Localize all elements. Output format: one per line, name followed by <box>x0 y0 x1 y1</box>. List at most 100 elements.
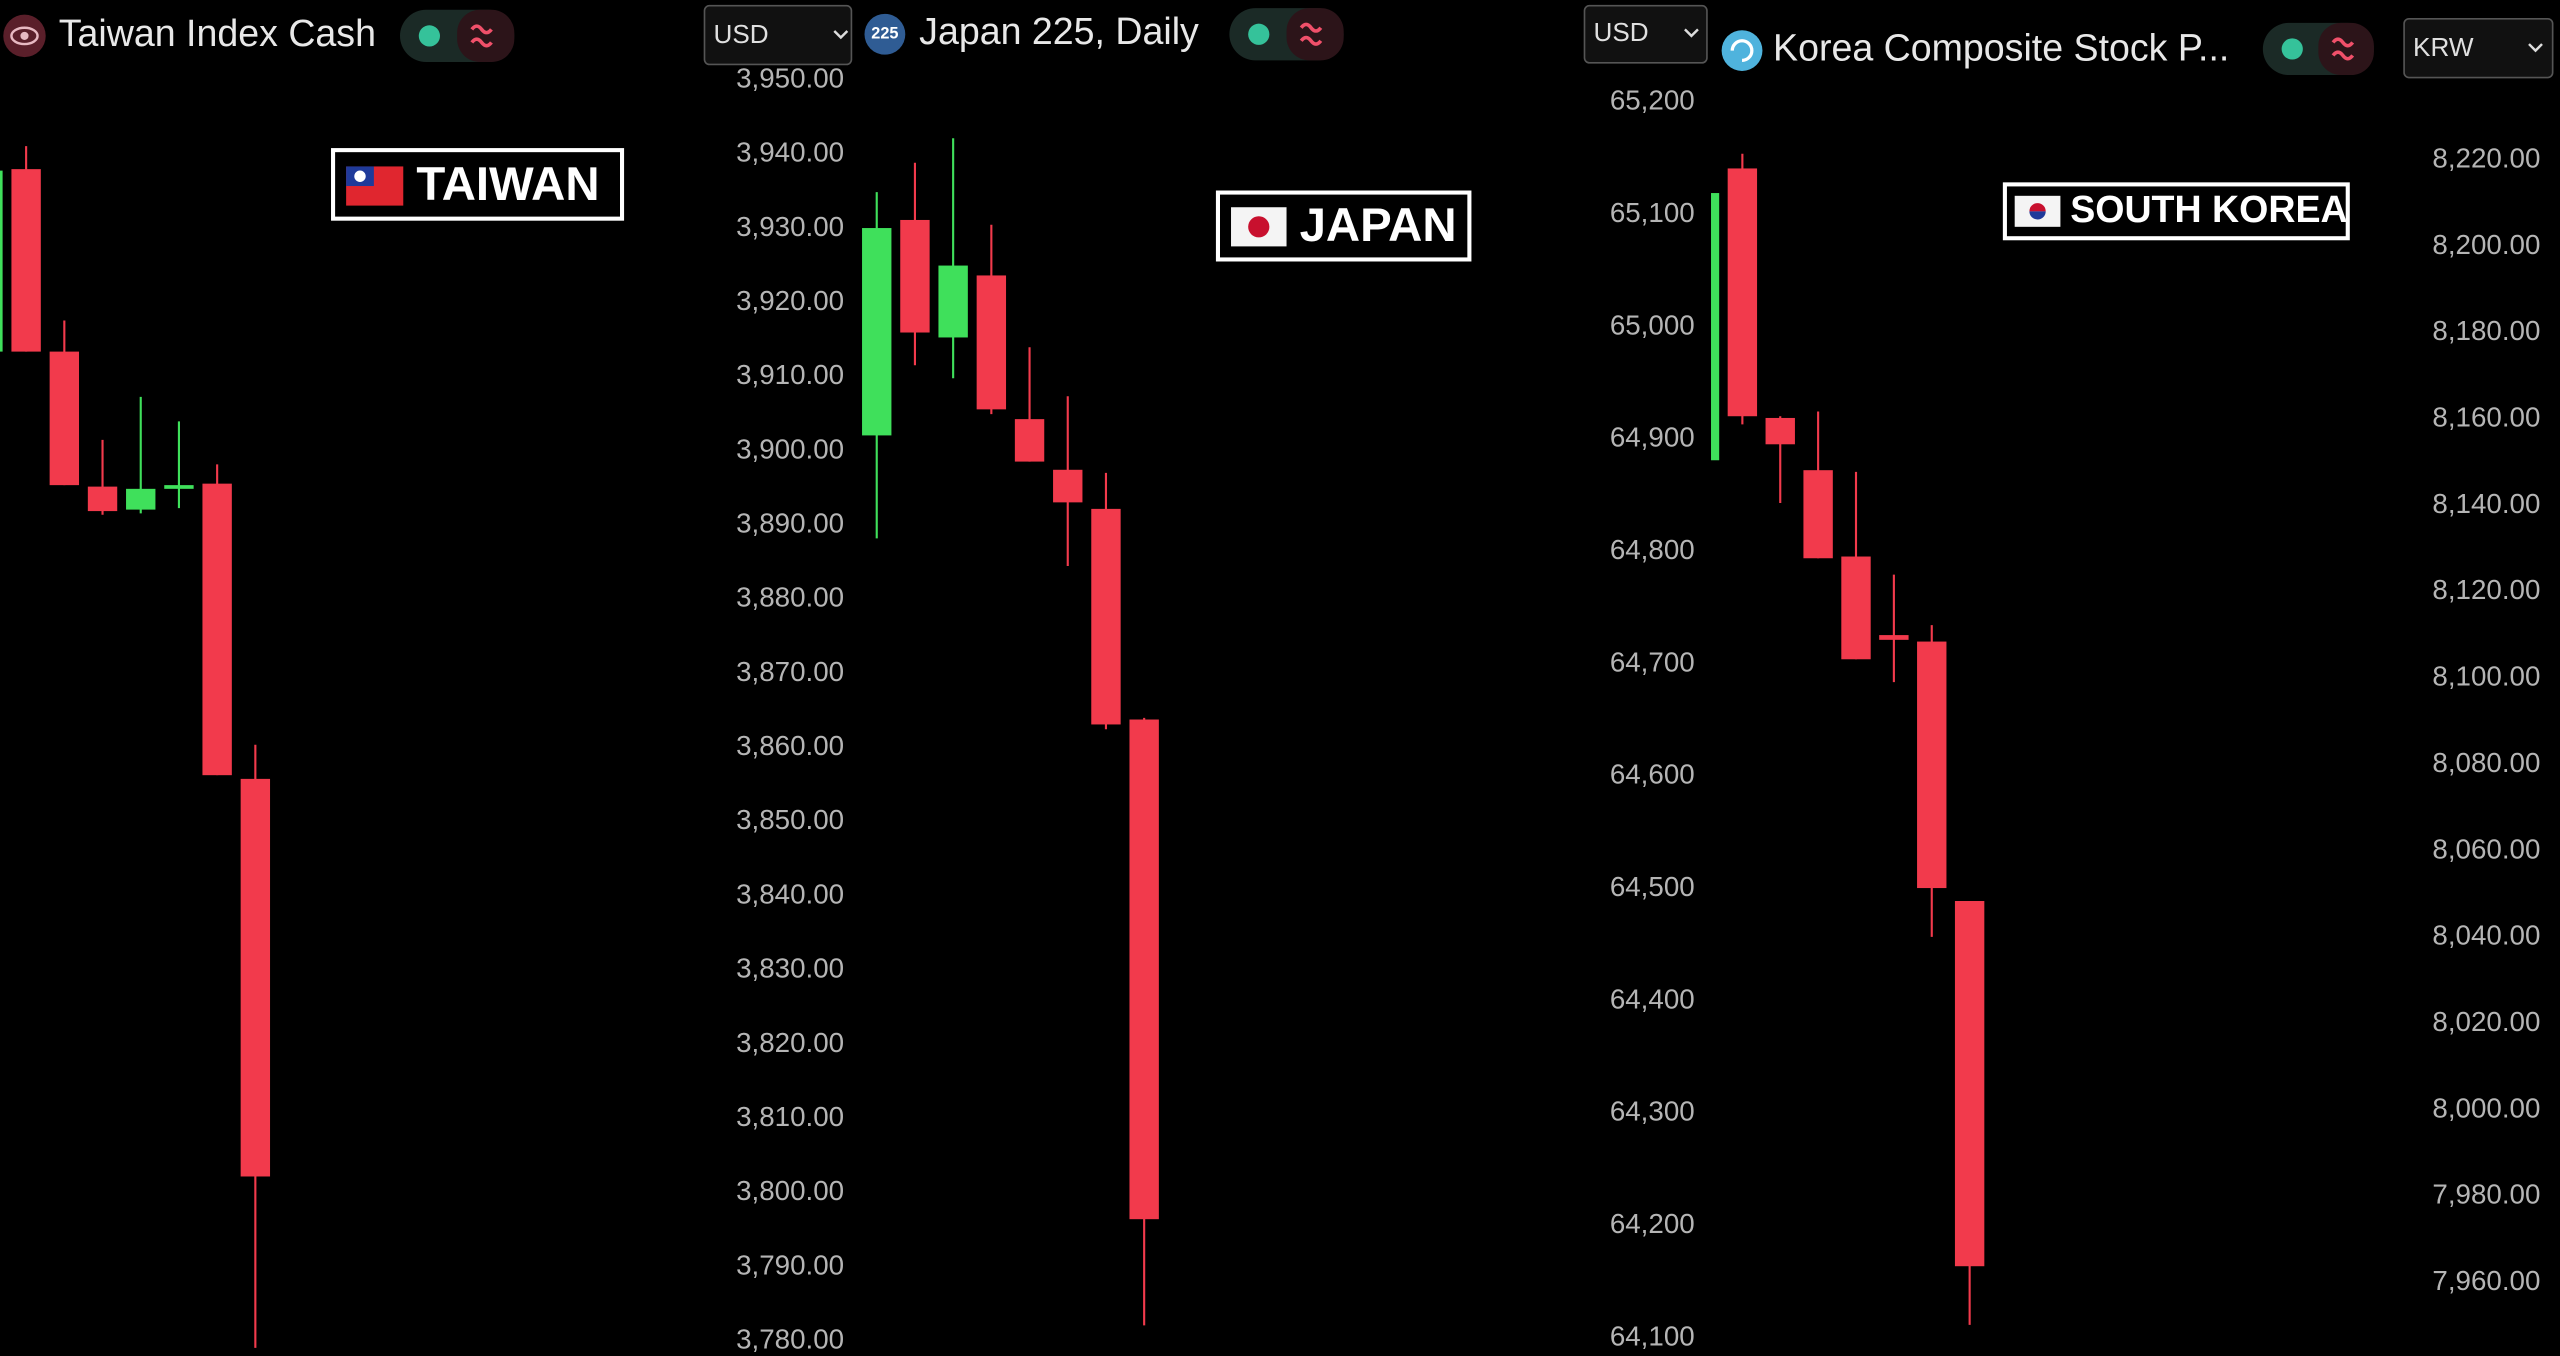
currency-select[interactable] <box>2403 17 2554 79</box>
symbol-glyph <box>1730 39 1754 63</box>
symbol-icon <box>864 13 906 55</box>
approx-icon <box>470 24 493 48</box>
candle-body <box>0 170 3 352</box>
y-tick-label: 3,780.00 <box>736 1323 844 1354</box>
y-tick-label: 64,200 <box>1610 1208 1695 1239</box>
toggle-right[interactable] <box>2318 22 2374 76</box>
y-tick-label: 3,920.00 <box>736 285 844 316</box>
plot-area <box>0 146 271 1348</box>
y-tick-label: 8,220.00 <box>2432 143 2540 174</box>
y-axis: 64,100 64,200 64,300 64,400 64,500 64,600 64,7… <box>1610 85 1695 1352</box>
y-tick-label: 3,930.00 <box>736 211 844 242</box>
y-axis: 3,780.00 3,790.00 3,800.00 3,810.00 3,820.00… <box>736 62 844 1354</box>
y-tick-label: 3,810.00 <box>736 1101 844 1132</box>
y-tick-label: 8,000.00 <box>2432 1092 2540 1123</box>
flag-taegeuk-bottom <box>2029 211 2046 220</box>
y-tick-label: 64,400 <box>1610 983 1695 1014</box>
y-tick-label: 8,200.00 <box>2432 229 2540 260</box>
y-tick-label: 64,700 <box>1610 646 1695 677</box>
candle-body <box>900 219 930 333</box>
badge-label: SOUTH KOREA <box>2070 188 2347 230</box>
y-tick-label: 3,790.00 <box>736 1249 844 1280</box>
candle-body <box>1917 641 1947 889</box>
eye-icon <box>10 26 39 46</box>
candle-body <box>1014 419 1045 462</box>
plot-area <box>862 138 1159 1326</box>
y-tick-label: 3,890.00 <box>736 508 844 539</box>
toggle-right[interactable] <box>1286 8 1344 61</box>
candle-body <box>1803 470 1833 559</box>
y-tick-label: 8,120.00 <box>2432 574 2540 605</box>
y-tick-label: 8,040.00 <box>2432 920 2540 951</box>
header: Korea Composite Stock P... KRW SOUTH KOR… <box>1721 17 2554 241</box>
badge-box <box>2002 182 2350 241</box>
y-tick-label: 3,870.00 <box>736 656 844 687</box>
y-tick-label: 7,980.00 <box>2432 1179 2540 1210</box>
chevron <box>1684 28 1699 38</box>
y-tick-label: 3,820.00 <box>736 1027 844 1058</box>
y-tick-label: 7,960.00 <box>2432 1265 2540 1296</box>
y-tick-label: 3,800.00 <box>736 1175 844 1206</box>
candle-body <box>1879 635 1909 640</box>
y-tick-label: 3,940.00 <box>736 137 844 168</box>
candle-body <box>1841 556 1871 660</box>
candle-body <box>1129 719 1159 1220</box>
currency: KRW <box>2413 32 2474 62</box>
y-tick-label: 8,140.00 <box>2432 488 2540 519</box>
y-tick-label: 3,900.00 <box>736 433 844 464</box>
y-tick-label: 64,900 <box>1610 422 1695 453</box>
currency: USD <box>713 19 768 49</box>
candle-body <box>87 486 118 512</box>
candle-body <box>1727 168 1758 417</box>
candle-body <box>240 778 271 1177</box>
currency-select[interactable] <box>1583 4 1708 64</box>
symbol-icon-text: 225 <box>871 25 898 43</box>
y-tick-label: 64,800 <box>1610 534 1695 565</box>
y-tick-label: 65,000 <box>1610 309 1695 340</box>
y-tick-label: 8,080.00 <box>2432 747 2540 778</box>
flag-disc <box>1248 216 1270 238</box>
y-tick-label: 8,060.00 <box>2432 833 2540 864</box>
toggle-right[interactable] <box>457 9 515 63</box>
y-tick-label: 3,910.00 <box>736 359 844 390</box>
status-dot <box>1248 23 1270 45</box>
chevron <box>833 30 849 40</box>
y-tick-label: 8,180.00 <box>2432 315 2540 346</box>
badge-label: JAPAN <box>1300 199 1457 252</box>
y-tick-label: 3,950.00 <box>736 62 844 93</box>
y-tick-label: 3,830.00 <box>736 953 844 984</box>
chart-title: Korea Composite Stock P... <box>1773 27 2229 69</box>
y-tick-label: 8,160.00 <box>2432 402 2540 433</box>
approx-icon <box>1299 22 1323 46</box>
candle-body <box>1091 508 1121 725</box>
header: Taiwan Index Cash USD TAIWAN <box>3 4 853 221</box>
y-tick-label: 3,880.00 <box>736 582 844 613</box>
y-axis: 7,960.00 7,980.00 8,000.00 8,020.00 8,040.00… <box>2432 143 2540 1296</box>
y-tick-label: 8,020.00 <box>2432 1006 2540 1037</box>
approx-icon <box>2331 37 2355 61</box>
flag-sun <box>354 170 366 182</box>
y-tick-label: 3,840.00 <box>736 878 844 909</box>
candle-body <box>1954 901 1985 1267</box>
currency: USD <box>1593 17 1648 47</box>
candle-body <box>1765 417 1795 445</box>
y-tick-label: 65,100 <box>1610 197 1695 228</box>
currency-select[interactable] <box>703 4 853 66</box>
flag-taegeuk-top <box>2029 203 2046 212</box>
candle-body <box>1711 193 1720 461</box>
chart-title: Taiwan Index Cash <box>59 12 376 54</box>
y-tick-label: 65,200 <box>1610 85 1695 116</box>
candle-body <box>862 228 892 436</box>
chart-title: Japan 225, Daily <box>919 10 1199 52</box>
y-tick-label: 64,100 <box>1610 1320 1695 1351</box>
y-tick-label: 3,850.00 <box>736 804 844 835</box>
status-dot <box>2281 38 2303 60</box>
plots: 3,780.00 3,790.00 3,800.00 3,810.00 3,820.00… <box>0 62 2540 1354</box>
candle-body <box>202 483 232 776</box>
candle-body <box>938 265 968 338</box>
candle-body <box>976 275 1007 410</box>
y-tick-label: 8,100.00 <box>2432 661 2540 692</box>
y-tick-label: 64,500 <box>1610 871 1695 902</box>
